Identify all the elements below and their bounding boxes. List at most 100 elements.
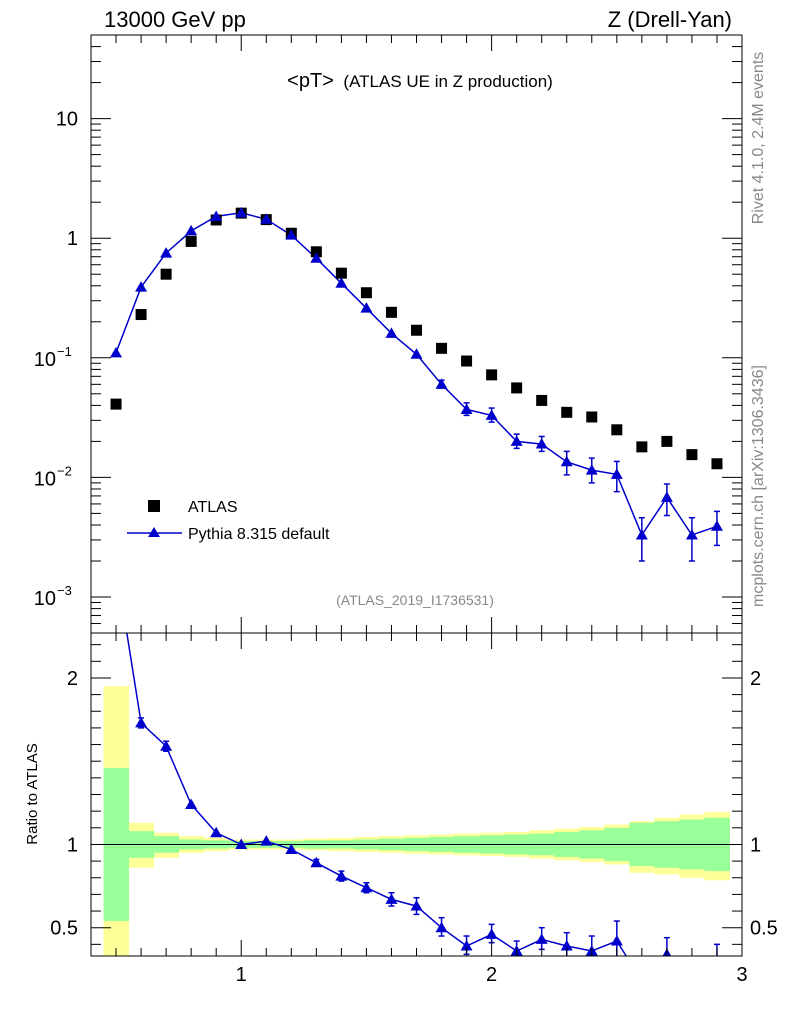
ratio-panel: 0.5 0.5 1 1 2 2 1 2 3 Ratio to ATLAS bbox=[24, 559, 778, 986]
atlas-point bbox=[185, 235, 197, 247]
ratio-y-tick-label-right: 1 bbox=[750, 834, 761, 856]
pythia-point bbox=[185, 224, 198, 236]
pythia-point bbox=[410, 348, 423, 359]
pythia-point bbox=[460, 403, 473, 414]
pythia-point bbox=[235, 206, 248, 218]
atlas-point bbox=[586, 411, 598, 423]
atlas-point bbox=[661, 435, 673, 447]
ratio-point bbox=[610, 935, 623, 946]
ratio-point bbox=[110, 559, 122, 570]
pythia-point bbox=[585, 464, 598, 475]
legend-atlas-label: ATLAS bbox=[188, 499, 238, 516]
pythia-point bbox=[610, 468, 623, 479]
ratio-y-tick-label-right: 2 bbox=[750, 668, 761, 690]
atlas-point bbox=[636, 441, 648, 453]
ratio-point bbox=[335, 870, 348, 881]
pythia-point bbox=[360, 302, 373, 313]
x-tick-label: 1 bbox=[236, 964, 247, 986]
ratio-point bbox=[310, 856, 323, 868]
pythia-error-bars bbox=[438, 379, 720, 562]
legend-atlas-marker bbox=[148, 500, 160, 512]
ratio-panel-frame bbox=[90, 632, 743, 957]
atlas-point bbox=[385, 306, 397, 318]
ratio-ylabel: Ratio to ATLAS bbox=[24, 743, 41, 844]
ratio-point bbox=[210, 826, 223, 838]
pythia-point bbox=[385, 327, 398, 338]
rivet-version-label: Rivet 4.1.0, 2.4M events bbox=[750, 52, 767, 225]
ratio-point bbox=[360, 881, 373, 893]
y-tick-label-exponent: −3 bbox=[57, 583, 72, 598]
ratio-panel-ticks bbox=[90, 633, 743, 956]
ratio-point bbox=[716, 954, 718, 956]
ratio-y-tick-label: 0.5 bbox=[50, 918, 78, 940]
pythia-point bbox=[685, 528, 698, 540]
ratio-point bbox=[410, 900, 423, 911]
x-tick-label: 3 bbox=[736, 964, 747, 986]
atlas-point bbox=[461, 355, 473, 367]
pythia-point bbox=[260, 213, 273, 224]
ratio-point bbox=[636, 975, 648, 986]
ratio-point bbox=[135, 716, 148, 728]
atlas-point bbox=[436, 342, 448, 354]
pythia-markers bbox=[110, 206, 723, 540]
atlas-data-markers bbox=[110, 207, 723, 470]
atlas-point bbox=[511, 382, 523, 394]
x-tick-label: 2 bbox=[486, 964, 497, 986]
ratio-point bbox=[160, 740, 173, 751]
ratio-point bbox=[185, 798, 198, 809]
ratio-point bbox=[385, 893, 398, 904]
process-label: Z (Drell-Yan) bbox=[608, 7, 732, 32]
ratio-markers bbox=[110, 559, 718, 986]
atlas-point bbox=[310, 246, 322, 258]
atlas-point bbox=[360, 287, 372, 299]
atlas-point bbox=[561, 406, 573, 418]
energy-label: 13000 GeV pp bbox=[104, 7, 246, 32]
pythia-point bbox=[560, 455, 573, 467]
pythia-point bbox=[210, 210, 223, 221]
ratio-point bbox=[686, 970, 698, 981]
y-tick-label-exponent: −2 bbox=[57, 463, 72, 478]
ratio-y-tick-label: 1 bbox=[67, 834, 78, 856]
y-tick-label-exponent: −1 bbox=[57, 344, 72, 359]
ratio-point bbox=[435, 921, 448, 933]
pythia-point bbox=[510, 435, 523, 446]
y-tick-label: 10 bbox=[34, 588, 56, 610]
atlas-point bbox=[611, 424, 623, 436]
ratio-point bbox=[260, 835, 273, 846]
pythia-point bbox=[485, 409, 498, 420]
ratio-point bbox=[460, 940, 473, 951]
pythia-point bbox=[335, 277, 348, 288]
pythia-point bbox=[310, 252, 323, 263]
atlas-point bbox=[536, 394, 548, 406]
y-tick-label: 10 bbox=[56, 109, 78, 131]
pythia-series-line bbox=[115, 212, 718, 537]
atlas-point bbox=[335, 267, 347, 279]
pythia-point bbox=[110, 346, 123, 358]
legend: ATLAS Pythia 8.315 default bbox=[127, 499, 330, 543]
pythia-point bbox=[160, 247, 173, 258]
mcplots-label: mcplots.cern.ch [arXiv:1306.3436] bbox=[750, 365, 767, 607]
ratio-y-tick-label: 2 bbox=[67, 668, 78, 690]
analysis-watermark: (ATLAS_2019_I1736531) bbox=[336, 592, 494, 608]
ratio-panel-tick-labels: 0.5 0.5 1 1 2 2 1 2 3 bbox=[50, 668, 778, 986]
ratio-point bbox=[235, 838, 248, 849]
chart-title: <pT> bbox=[287, 70, 334, 92]
pythia-point bbox=[435, 378, 448, 389]
pythia-point bbox=[535, 438, 548, 449]
atlas-point bbox=[110, 398, 122, 410]
main-panel-ticks bbox=[90, 34, 743, 634]
pythia-point bbox=[635, 528, 648, 540]
atlas-point bbox=[486, 369, 498, 381]
atlas-point bbox=[711, 458, 723, 470]
pythia-point bbox=[660, 491, 673, 502]
chart-title-group: <pT> (ATLAS UE in Z production) bbox=[287, 70, 553, 92]
ratio-y-tick-label-right: 0.5 bbox=[750, 918, 778, 940]
atlas-point bbox=[686, 449, 698, 461]
pythia-point bbox=[135, 281, 148, 292]
legend-pythia-marker bbox=[148, 527, 160, 537]
ratio-point bbox=[560, 940, 573, 951]
y-tick-label: 10 bbox=[34, 468, 56, 490]
